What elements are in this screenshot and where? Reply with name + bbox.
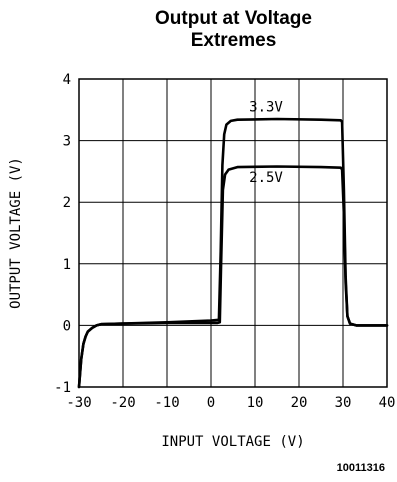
x-axis-label: INPUT VOLTAGE (V) [161,434,304,450]
x-tick-label: 30 [335,395,352,411]
chart-title-line-2: Extremes [190,30,277,51]
series-line-3v3 [77,117,389,389]
grid [78,78,388,388]
y-tick-label: 3 [63,134,71,150]
y-tick-label: 0 [63,318,71,334]
series-label-2v5: 2.5V [249,170,283,186]
x-tick-label: 20 [291,395,308,411]
x-tick-label: -20 [110,395,135,411]
annotations: 3.3V 2.5V [249,100,283,186]
x-tick-label: -10 [154,395,179,411]
series-label-3v3: 3.3V [249,100,283,116]
chart-title-line-1: Output at Voltage [155,8,312,29]
x-tick-label: 10 [247,395,264,411]
x-tick-label: -30 [66,395,91,411]
figure-id: 10011316 [336,462,385,474]
x-tick-label: 40 [379,395,396,411]
series-line-2v5 [77,165,389,389]
y-axis-label: OUTPUT VOLTAGE (V) [8,157,24,309]
y-tick-label: 4 [63,72,71,88]
x-tick-label: 0 [207,395,215,411]
y-tick-label: -1 [54,380,71,396]
plot-frame [78,78,388,388]
series-group [77,117,389,389]
y-tick-label: 2 [63,195,71,211]
y-tick-label: 1 [63,257,71,273]
